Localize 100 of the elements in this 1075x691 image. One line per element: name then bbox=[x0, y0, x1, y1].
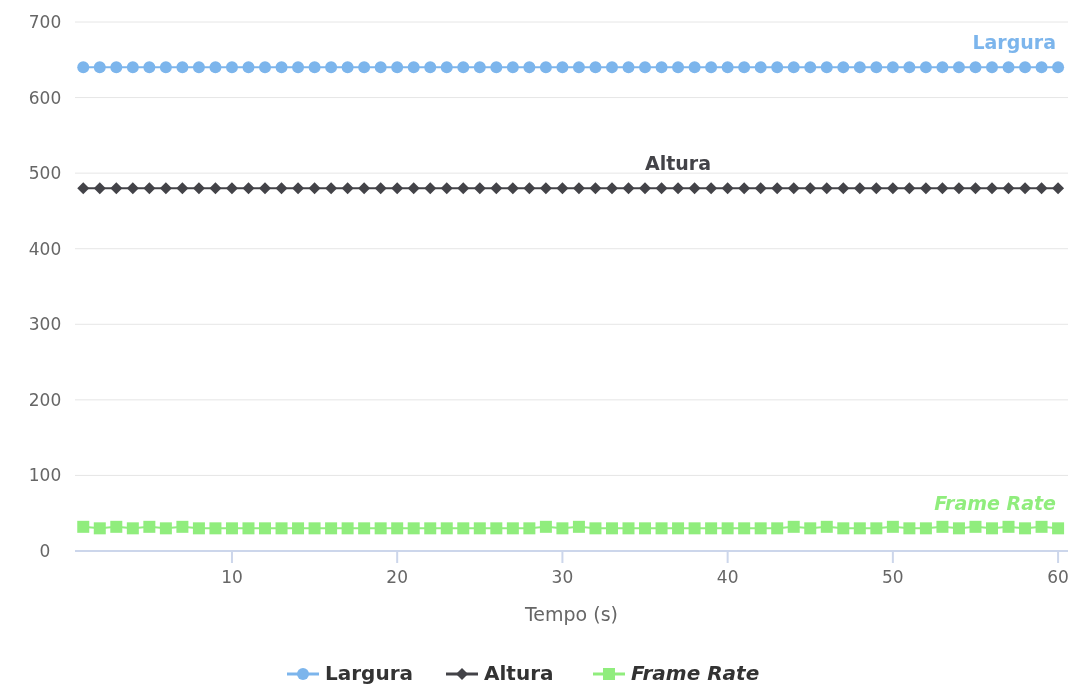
point bbox=[1002, 520, 1015, 533]
point bbox=[424, 182, 437, 195]
point bbox=[919, 522, 932, 535]
point bbox=[192, 182, 205, 195]
point bbox=[126, 522, 139, 535]
point bbox=[622, 522, 635, 535]
point bbox=[242, 61, 255, 74]
point bbox=[110, 61, 123, 74]
point bbox=[242, 182, 255, 195]
point bbox=[1035, 520, 1048, 533]
point bbox=[655, 61, 668, 74]
point bbox=[341, 182, 354, 195]
point bbox=[259, 182, 272, 195]
point bbox=[1052, 522, 1065, 535]
point bbox=[787, 520, 800, 533]
point bbox=[159, 522, 172, 535]
point bbox=[672, 522, 685, 535]
y-tick-label: 600 bbox=[28, 87, 62, 108]
point bbox=[605, 61, 618, 74]
point bbox=[159, 182, 172, 195]
point bbox=[77, 520, 90, 533]
point bbox=[176, 520, 189, 533]
text: Altura bbox=[645, 152, 712, 175]
point bbox=[292, 182, 305, 195]
point bbox=[572, 182, 585, 195]
point bbox=[754, 61, 767, 74]
point bbox=[754, 522, 767, 535]
point bbox=[952, 522, 965, 535]
point bbox=[705, 182, 718, 195]
point bbox=[655, 182, 668, 195]
point bbox=[539, 182, 552, 195]
point bbox=[804, 182, 817, 195]
point bbox=[523, 522, 536, 535]
point bbox=[126, 61, 139, 74]
point bbox=[407, 522, 420, 535]
point bbox=[589, 522, 602, 535]
point bbox=[225, 522, 238, 535]
legend-label: Largura bbox=[325, 661, 414, 685]
point bbox=[672, 182, 685, 195]
point bbox=[622, 61, 635, 74]
legend-label: Altura bbox=[484, 661, 554, 685]
point bbox=[407, 61, 420, 74]
point bbox=[787, 61, 800, 74]
point bbox=[424, 522, 437, 535]
point bbox=[870, 522, 883, 535]
point bbox=[1052, 182, 1065, 195]
point bbox=[688, 522, 701, 535]
point bbox=[870, 61, 883, 74]
point bbox=[721, 61, 734, 74]
point bbox=[572, 61, 585, 74]
point bbox=[341, 61, 354, 74]
point bbox=[523, 61, 536, 74]
point bbox=[506, 522, 519, 535]
point bbox=[358, 182, 371, 195]
point bbox=[919, 61, 932, 74]
point bbox=[738, 182, 751, 195]
point bbox=[903, 182, 916, 195]
point bbox=[1052, 61, 1065, 74]
point bbox=[870, 182, 883, 195]
point bbox=[308, 61, 321, 74]
point bbox=[1019, 522, 1032, 535]
point bbox=[804, 61, 817, 74]
point bbox=[77, 61, 90, 74]
point bbox=[325, 522, 338, 535]
point bbox=[969, 61, 982, 74]
point bbox=[705, 522, 718, 535]
point bbox=[787, 182, 800, 195]
point bbox=[853, 522, 866, 535]
point bbox=[853, 182, 866, 195]
point bbox=[506, 182, 519, 195]
point bbox=[886, 520, 899, 533]
point bbox=[77, 182, 90, 195]
point bbox=[837, 522, 850, 535]
point bbox=[209, 61, 222, 74]
point bbox=[688, 61, 701, 74]
x-tick-label: 60 bbox=[1047, 567, 1069, 587]
point bbox=[986, 522, 998, 535]
x-tick-label: 10 bbox=[221, 567, 243, 587]
point bbox=[192, 61, 205, 74]
point bbox=[837, 61, 850, 74]
point bbox=[143, 182, 156, 195]
point bbox=[506, 61, 519, 74]
point bbox=[672, 61, 685, 74]
text: Frame Rate bbox=[934, 492, 1056, 515]
point bbox=[655, 522, 668, 535]
point bbox=[473, 522, 486, 535]
text: Largura bbox=[972, 31, 1056, 54]
point bbox=[1035, 182, 1048, 195]
point bbox=[820, 520, 833, 533]
point bbox=[1002, 182, 1015, 195]
point bbox=[969, 520, 982, 533]
point bbox=[457, 61, 470, 74]
point bbox=[853, 61, 866, 74]
point bbox=[903, 61, 916, 74]
point bbox=[374, 61, 387, 74]
point bbox=[1002, 61, 1015, 74]
point bbox=[292, 522, 305, 535]
point bbox=[259, 61, 272, 74]
point bbox=[919, 182, 932, 195]
point bbox=[93, 61, 106, 74]
